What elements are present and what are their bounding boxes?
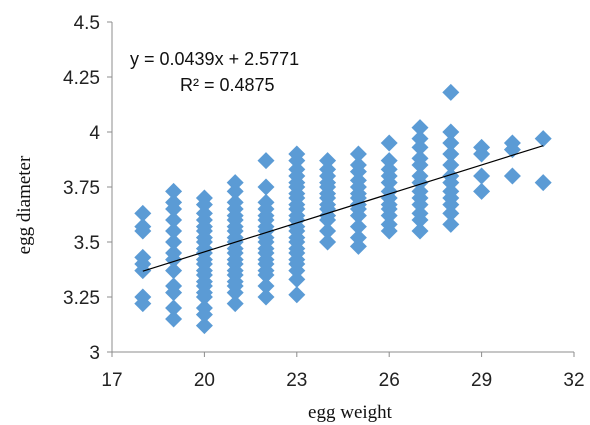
- y-axis-title: egg diameter: [14, 155, 35, 254]
- data-point: [442, 134, 460, 152]
- data-point: [319, 233, 337, 251]
- data-point: [226, 284, 244, 302]
- data-point: [411, 119, 429, 137]
- data-point: [134, 222, 152, 240]
- data-point: [534, 174, 552, 192]
- data-point: [534, 130, 552, 148]
- data-point: [165, 310, 183, 328]
- data-point: [349, 145, 367, 163]
- data-point: [473, 182, 491, 200]
- x-tick-label: 26: [379, 370, 400, 391]
- data-point: [165, 200, 183, 218]
- y-tick-label: 3.5: [74, 233, 100, 254]
- data-point: [411, 156, 429, 174]
- tick-labels: 3 3.25 3.5 3.75 4 4.25 4.5 17 20 23 26 29 32: [63, 13, 585, 391]
- data-point: [442, 145, 460, 163]
- data-point: [442, 204, 460, 222]
- data-point: [349, 207, 367, 225]
- data-point: [442, 196, 460, 214]
- data-point: [195, 288, 213, 306]
- data-point: [411, 222, 429, 240]
- x-axis-title: egg weight: [308, 402, 393, 423]
- y-tick-label: 3.25: [63, 288, 100, 309]
- trendline: [142, 145, 544, 272]
- data-point: [349, 237, 367, 255]
- data-point: [165, 262, 183, 280]
- data-point: [195, 317, 213, 335]
- data-point: [288, 270, 306, 288]
- y-tick-label: 3: [89, 343, 100, 364]
- data-point: [411, 196, 429, 214]
- data-point: [134, 204, 152, 222]
- data-point: [380, 134, 398, 152]
- data-point: [442, 123, 460, 141]
- axes: [107, 21, 575, 357]
- data-point: [319, 211, 337, 229]
- x-tick-label: 17: [101, 370, 122, 391]
- y-tick-label: 4.5: [74, 13, 100, 34]
- data-point: [165, 233, 183, 251]
- y-tick-label: 3.75: [63, 178, 100, 199]
- data-point: [257, 288, 275, 306]
- x-tick-label: 32: [563, 370, 584, 391]
- data-point: [134, 295, 152, 313]
- data-point: [442, 156, 460, 174]
- data-point: [165, 284, 183, 302]
- data-point: [411, 174, 429, 192]
- data-point: [165, 222, 183, 240]
- data-point: [288, 152, 306, 170]
- data-point: [165, 251, 183, 269]
- x-tick-label: 29: [471, 370, 492, 391]
- data-point: [319, 222, 337, 240]
- data-point: [442, 174, 460, 192]
- data-point: [288, 262, 306, 280]
- data-point: [349, 163, 367, 181]
- data-point: [195, 306, 213, 324]
- data-point: [411, 211, 429, 229]
- data-point: [473, 167, 491, 185]
- data-point: [288, 286, 306, 304]
- data-point: [319, 152, 337, 170]
- data-point: [442, 83, 460, 101]
- data-point: [442, 215, 460, 233]
- data-point: [165, 299, 183, 317]
- data-point: [411, 130, 429, 148]
- data-point: [380, 152, 398, 170]
- data-point: [226, 295, 244, 313]
- data-point: [257, 152, 275, 170]
- data-point: [226, 182, 244, 200]
- data-point: [473, 145, 491, 163]
- data-point: [257, 178, 275, 196]
- data-point: [349, 218, 367, 236]
- r-squared-label: R² = 0.4875: [180, 75, 275, 95]
- data-point: [380, 207, 398, 225]
- data-point: [195, 196, 213, 214]
- data-point: [503, 167, 521, 185]
- data-point: [165, 182, 183, 200]
- trendline-equation: y = 0.0439x + 2.5771: [130, 49, 299, 69]
- data-point: [411, 138, 429, 156]
- data-point: [349, 229, 367, 247]
- x-tick-label: 20: [194, 370, 215, 391]
- data-point: [380, 222, 398, 240]
- x-tick-label: 23: [286, 370, 307, 391]
- y-tick-label: 4: [89, 123, 100, 144]
- data-point: [165, 211, 183, 229]
- y-tick-label: 4.25: [63, 68, 100, 89]
- data-point: [226, 174, 244, 192]
- data-point: [380, 174, 398, 192]
- data-point: [257, 277, 275, 295]
- data-point: [257, 266, 275, 284]
